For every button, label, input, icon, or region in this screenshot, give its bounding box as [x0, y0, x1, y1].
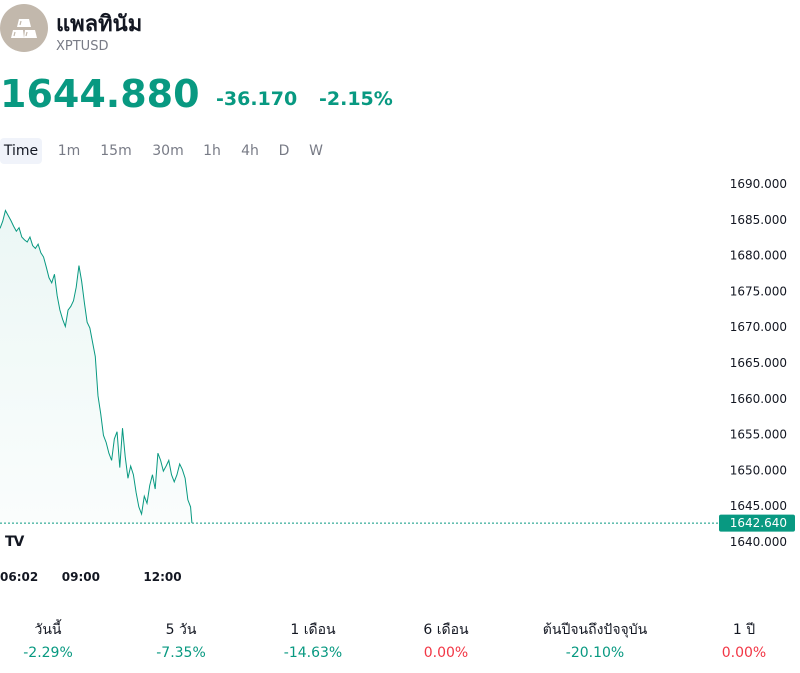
symbol-header: แพลทินัม XPTUSD	[0, 0, 800, 60]
tab-30m[interactable]: 30m	[152, 143, 184, 159]
perf-value: -7.35%	[156, 645, 206, 661]
perf-label: ต้นปีจนถึงปัจจุบัน	[542, 622, 648, 638]
y-tick-label: 1650.000	[730, 463, 787, 477]
perf-item-ytd[interactable]: ต้นปีจนถึงปัจจุบัน -20.10%	[525, 618, 665, 664]
perf-value: -20.10%	[565, 645, 625, 661]
perf-label: 5 วัน	[165, 622, 197, 638]
price-chart[interactable]: 1690.000 1685.000 1680.000 1675.000 1670.000…	[0, 168, 800, 593]
price-change: -36.170	[216, 88, 298, 110]
tab-w[interactable]: W	[309, 143, 323, 159]
y-tick-label: 1665.000	[730, 356, 787, 370]
tab-15m[interactable]: 15m	[100, 143, 132, 159]
y-tick-label: 1670.000	[730, 320, 787, 334]
x-tick-label: 12:00	[143, 570, 181, 584]
y-tick-label: 1640.000	[730, 535, 787, 549]
y-tick-label: 1675.000	[730, 284, 787, 298]
last-price-label: 1642.640	[719, 514, 795, 532]
tab-4h[interactable]: 4h	[241, 143, 259, 159]
y-tick-label: 1660.000	[730, 392, 787, 406]
tab-1m[interactable]: 1m	[57, 143, 81, 159]
perf-label: 6 เดือน	[423, 622, 469, 638]
symbol-name: แพลทินัม	[56, 12, 143, 37]
tab-1h[interactable]: 1h	[203, 143, 221, 159]
tab-d[interactable]: D	[278, 143, 290, 159]
svg-text:1642.640: 1642.640	[730, 516, 787, 530]
perf-item-1y[interactable]: 1 ปี 0.00%	[674, 618, 800, 664]
perf-value: 0.00%	[721, 645, 767, 661]
symbol-ticker: XPTUSD	[56, 39, 109, 54]
y-axis: 1690.000 1685.000 1680.000 1675.000 1670.000…	[730, 177, 787, 549]
perf-item-5d[interactable]: 5 วัน -7.35%	[111, 618, 251, 664]
perf-item-today[interactable]: วันนี้ -2.29%	[0, 618, 118, 664]
tab-time[interactable]: Time	[0, 138, 42, 164]
perf-value: -2.29%	[23, 645, 73, 661]
perf-item-1m[interactable]: 1 เดือน -14.63%	[243, 618, 383, 664]
performance-row: วันนี้ -2.29% 5 วัน -7.35% 1 เดือน -14.6…	[0, 618, 800, 668]
perf-label: วันนี้	[34, 622, 62, 638]
x-tick-label: 06:02	[0, 570, 38, 584]
price-series-line	[0, 209, 193, 524]
perf-value: 0.00%	[423, 645, 469, 661]
x-tick-label: 09:00	[62, 570, 100, 584]
tradingview-logo-icon: TV	[5, 534, 24, 550]
perf-label: 1 ปี	[732, 622, 756, 638]
tradingview-logo[interactable]: TV	[0, 530, 30, 558]
platinum-bars-icon	[0, 4, 48, 52]
y-tick-label: 1685.000	[730, 213, 787, 227]
last-price: 1644.880	[0, 72, 200, 116]
x-axis: 06:02 09:00 12:00	[0, 570, 182, 584]
perf-label: 1 เดือน	[290, 622, 336, 638]
perf-value: -14.63%	[283, 645, 343, 661]
y-tick-label: 1645.000	[730, 499, 787, 513]
y-tick-label: 1680.000	[730, 249, 787, 263]
y-tick-label: 1655.000	[730, 428, 787, 442]
y-tick-label: 1690.000	[730, 177, 787, 191]
perf-item-6m[interactable]: 6 เดือน 0.00%	[376, 618, 516, 664]
price-change-percent: -2.15%	[319, 88, 393, 110]
